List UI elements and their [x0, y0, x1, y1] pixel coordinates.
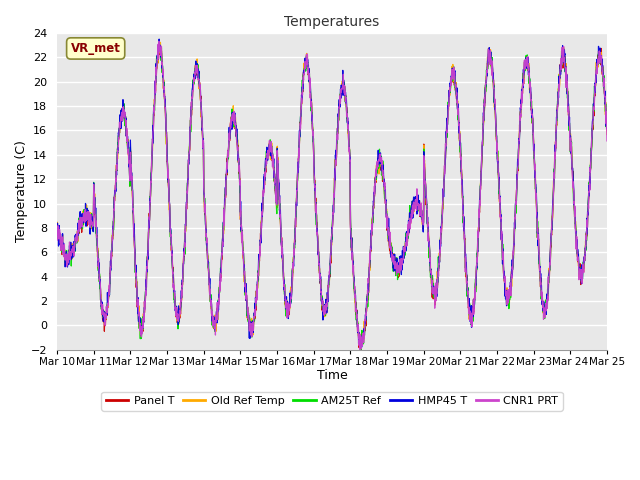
Title: Temperatures: Temperatures — [284, 15, 380, 29]
Legend: Panel T, Old Ref Temp, AM25T Ref, HMP45 T, CNR1 PRT: Panel T, Old Ref Temp, AM25T Ref, HMP45 … — [101, 392, 563, 411]
Y-axis label: Temperature (C): Temperature (C) — [15, 141, 28, 242]
X-axis label: Time: Time — [317, 370, 348, 383]
Text: VR_met: VR_met — [71, 42, 120, 55]
